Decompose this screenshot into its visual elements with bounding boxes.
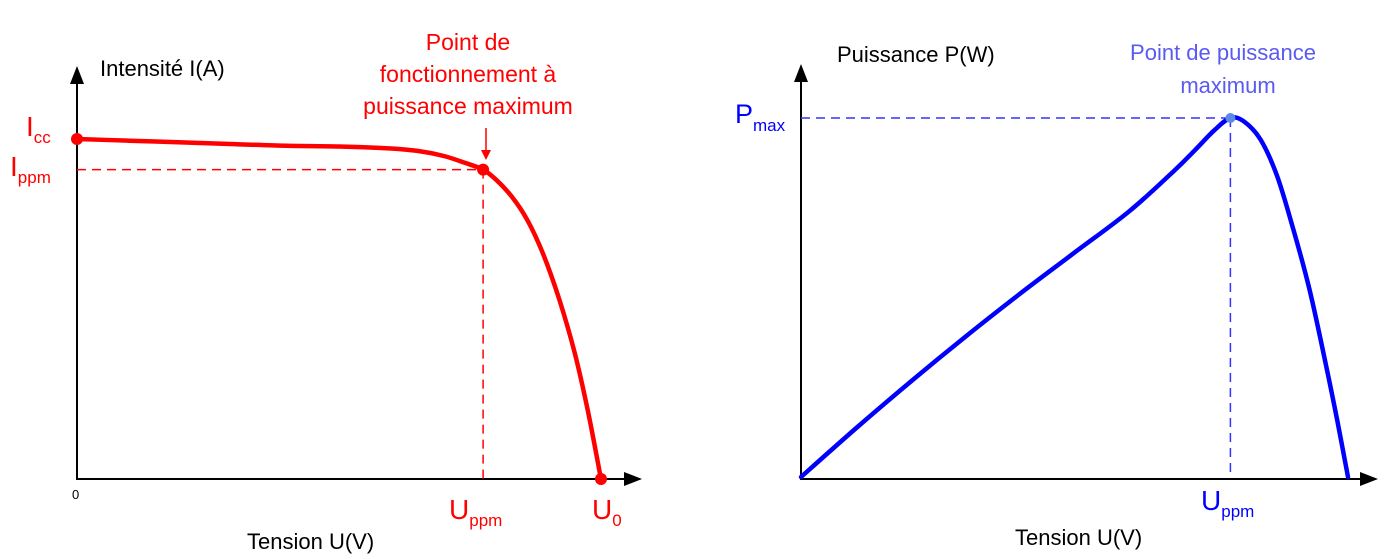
iv-chart: Intensité I(A) Tension U(V) 0 Point de f… (10, 29, 642, 554)
pv-pmax-label: Pmax (735, 99, 786, 135)
iv-ylabel: Intensité I(A) (100, 56, 225, 81)
pv-ylabel: Puissance P(W) (837, 42, 995, 67)
pv-annotation-line-1: Point de puissance (1130, 40, 1316, 65)
iv-annotation-arrowhead (481, 150, 491, 160)
iv-ippm-label: Ippm (10, 151, 51, 187)
iv-uppm-label: Uppm (449, 494, 502, 530)
iv-icc-label: Icc (26, 111, 51, 147)
pv-chart: Puissance P(W) Tension U(V) Point de pui… (735, 40, 1378, 550)
pv-series-line (798, 115, 1351, 480)
pv-annotation-line-2: maximum (1180, 73, 1275, 98)
iv-series-line (74, 136, 604, 482)
iv-u0-label: U0 (592, 494, 622, 530)
pv-x-axis-arrow (1360, 472, 1378, 486)
pv-uppm-label: Uppm (1201, 485, 1254, 521)
iv-point-ppm (477, 163, 490, 176)
pv-y-axis-arrow (794, 64, 808, 82)
iv-xlabel: Tension U(V) (247, 529, 374, 554)
iv-annotation-line-3: puissance maximum (363, 93, 573, 119)
pv-point-max (1225, 113, 1236, 123)
iv-point-icc (71, 133, 83, 145)
iv-x-axis-arrow (624, 472, 642, 486)
iv-origin-label: 0 (72, 487, 79, 502)
iv-annotation-line-1: Point de (426, 29, 510, 55)
iv-annotation-line-2: fonctionnement à (380, 61, 557, 87)
iv-point-u0 (595, 473, 607, 485)
iv-y-axis-arrow (70, 66, 84, 84)
pv-xlabel: Tension U(V) (1015, 525, 1142, 550)
